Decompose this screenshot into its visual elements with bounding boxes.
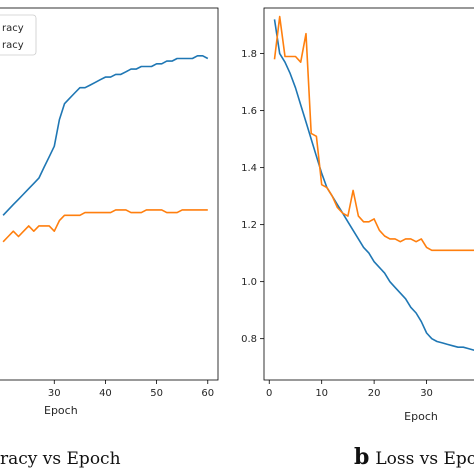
- accuracy-x-axis-label: Epoch: [44, 404, 78, 417]
- loss-caption: b Loss vs Epo: [354, 444, 474, 470]
- legend-entry-1: racy: [2, 23, 24, 34]
- loss-x-ticks: 0 10 20 30: [266, 380, 433, 399]
- loss-caption-text: Loss vs Epo: [375, 449, 474, 469]
- accuracy-series-line-1: [2, 54, 209, 216]
- legend-box: [0, 14, 37, 56]
- loss-x-tick-label: 20: [368, 388, 381, 399]
- loss-y-tick-label: 1.8: [241, 49, 257, 60]
- loss-x-tick-label: 10: [315, 388, 328, 399]
- accuracy-caption-text: racy vs Epoch: [0, 449, 121, 469]
- accuracy-plot-frame: [0, 7, 219, 381]
- loss-panel-letter: b: [354, 444, 370, 470]
- loss-x-tick-label: 30: [420, 388, 433, 399]
- accuracy-x-tick-label: 30: [48, 388, 61, 399]
- loss-x-axis-label: Epoch: [404, 410, 438, 423]
- accuracy-legend: racy racy: [0, 14, 37, 56]
- loss-series: [273, 15, 474, 351]
- accuracy-caption: racy vs Epoch: [0, 449, 121, 469]
- accuracy-panel: 30 40 50 60 racy racy Epoch: [0, 7, 219, 417]
- loss-y-ticks: 0.8 1.0 1.2 1.4 1.6 1.8: [241, 49, 264, 345]
- accuracy-series: [2, 54, 209, 243]
- loss-y-tick-label: 0.8: [241, 334, 257, 345]
- loss-y-tick-label: 1.2: [241, 220, 257, 231]
- loss-panel: 0.8 1.0 1.2 1.4 1.6 1.8 0 10 20 30 Epoch: [241, 7, 474, 423]
- loss-series-line-1: [273, 19, 474, 351]
- loss-y-tick-label: 1.6: [241, 106, 257, 117]
- accuracy-x-tick-label: 60: [201, 388, 214, 399]
- loss-x-tick-label: 0: [266, 388, 272, 399]
- loss-plot-frame: [263, 7, 474, 381]
- accuracy-x-tick-label: 50: [150, 388, 163, 399]
- loss-y-tick-label: 1.0: [241, 277, 257, 288]
- legend-entry-2: racy: [2, 40, 24, 51]
- loss-y-tick-label: 1.4: [241, 163, 257, 174]
- accuracy-x-ticks: 30 40 50 60: [48, 380, 214, 399]
- accuracy-series-line-2: [2, 209, 208, 243]
- loss-series-line-2: [273, 15, 474, 252]
- accuracy-x-tick-label: 40: [99, 388, 112, 399]
